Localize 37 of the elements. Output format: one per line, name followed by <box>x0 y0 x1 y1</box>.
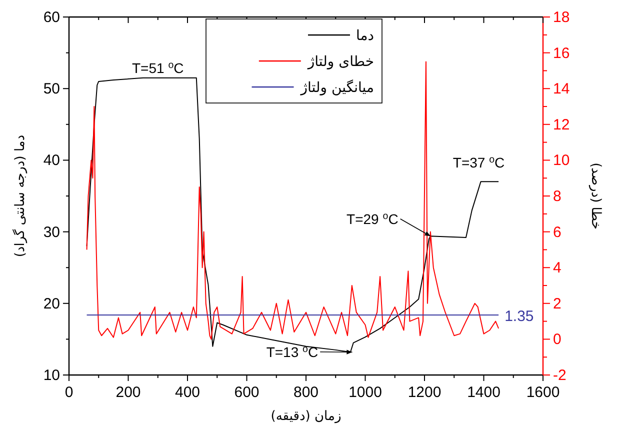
legend-label: دما <box>356 28 374 44</box>
x-tick-label: 400 <box>174 384 200 401</box>
y2-tick-label: 18 <box>553 9 570 26</box>
y-tick-label: 20 <box>43 295 60 312</box>
annotation: T=37 $^{o}$C <box>452 154 505 171</box>
y2-tick-label: 10 <box>553 152 570 170</box>
y2-axis-title: خطا (درصد) <box>588 162 603 230</box>
y2-tick-label: 6 <box>553 224 562 241</box>
x-tick-label: 1200 <box>408 384 442 401</box>
data-label: 1.35 <box>504 308 534 326</box>
y-axis-title: دما (درجه سانتی گراد) <box>12 134 28 258</box>
y-tick-label: 60 <box>43 9 60 26</box>
annotation: T=29 $^{o}$C <box>346 210 398 228</box>
y2-tick-label: 16 <box>553 44 570 62</box>
legend-label: خطای ولتاژ <box>306 54 374 70</box>
x-tick-label: 200 <box>116 384 141 401</box>
x-tick-label: 800 <box>293 384 319 401</box>
x-tick-label: 600 <box>234 384 260 401</box>
legend-label: میانگین ولتاژ <box>300 79 374 96</box>
x-tick-label: 1600 <box>526 384 560 401</box>
y-tick-label: 30 <box>43 224 60 241</box>
y2-tick-label: 8 <box>553 188 562 205</box>
y2-tick-label: 14 <box>553 80 570 98</box>
y2-tick-label: -2 <box>553 367 566 384</box>
annotation: T=13 $^{o}$C <box>266 344 318 360</box>
y2-tick-label: 4 <box>553 260 562 277</box>
y-tick-label: 50 <box>43 80 60 98</box>
y2-tick-label: 0 <box>553 331 562 348</box>
y2-tick-label: 2 <box>553 295 562 312</box>
y-tick-label: 40 <box>43 152 60 170</box>
x-tick-label: 1000 <box>348 384 382 401</box>
y-tick-label: 10 <box>43 367 60 384</box>
annotation: T=51 $^{o}$C <box>132 59 184 76</box>
y2-tick-label: 12 <box>553 116 570 134</box>
x-axis-title: زمان (دقیقه) <box>270 409 342 424</box>
x-tick-label: 1400 <box>467 384 500 401</box>
x-tick-label: 0 <box>64 384 74 401</box>
